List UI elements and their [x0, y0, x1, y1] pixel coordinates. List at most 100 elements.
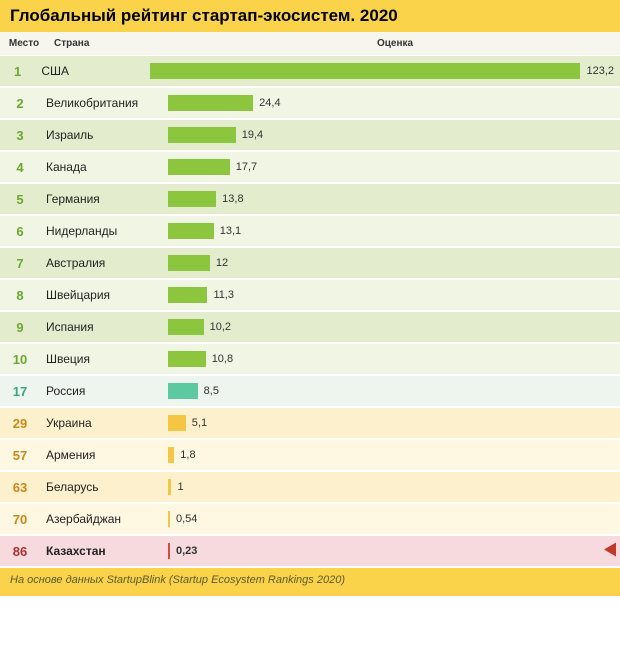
bar-value-label: 1,8 [180, 449, 195, 461]
country-cell: Украина [40, 408, 162, 438]
table-row: 10Швеция 10,8 [0, 344, 620, 376]
bar [168, 191, 216, 207]
bar-value-label: 24,4 [259, 97, 280, 109]
country-cell: Беларусь [40, 472, 162, 502]
bar [168, 415, 186, 431]
country-cell: Швеция [40, 344, 162, 374]
rank-cell: 1 [0, 56, 35, 86]
bar-value-label: 0,23 [176, 545, 197, 557]
table-row: 57Армения1,8 [0, 440, 620, 472]
bar [168, 479, 171, 495]
bar-cell: 0,54 [162, 504, 620, 534]
bar-value-label: 11,3 [213, 289, 234, 301]
country-cell: Казахстан [40, 536, 162, 566]
bar-value-label: 13,1 [220, 225, 241, 237]
bar-cell: 10,8 [162, 344, 620, 374]
bar [168, 351, 206, 367]
table-row: 2Великобритания 24,4 [0, 88, 620, 120]
rank-cell: 5 [0, 184, 40, 214]
country-cell: Израиль [40, 120, 162, 150]
bar-value-label: 10,8 [212, 353, 233, 365]
rank-cell: 63 [0, 472, 40, 502]
bar-cell: 12 [162, 248, 620, 278]
rank-cell: 17 [0, 376, 40, 406]
country-cell: Нидерланды [40, 216, 162, 246]
header-score: Оценка [170, 32, 620, 55]
bar-cell: 24,4 [162, 88, 620, 118]
bar-cell: 13,1 [162, 216, 620, 246]
bar-cell: 17,7 [162, 152, 620, 182]
rank-cell: 70 [0, 504, 40, 534]
bar [168, 255, 210, 271]
country-cell: США [35, 56, 144, 86]
country-cell: Великобритания [40, 88, 162, 118]
ranking-chart: Глобальный рейтинг стартап-экосистем. 20… [0, 0, 620, 596]
bar [168, 159, 230, 175]
table-row: 9Испания 10,2 [0, 312, 620, 344]
bar-cell: 11,3 [162, 280, 620, 310]
country-cell: Азербайджан [40, 504, 162, 534]
bar [168, 127, 236, 143]
bar [150, 63, 580, 79]
bar-cell: 1,8 [162, 440, 620, 470]
bar [168, 383, 198, 399]
table-row: 63Беларусь 1 [0, 472, 620, 504]
bar-value-label: 1 [177, 481, 183, 493]
bar-value-label: 12 [216, 257, 228, 269]
bar-value-label: 0,54 [176, 513, 197, 525]
country-cell: Канада [40, 152, 162, 182]
bar [168, 287, 207, 303]
bar-value-label: 13,8 [222, 193, 243, 205]
rank-cell: 2 [0, 88, 40, 118]
rank-cell: 10 [0, 344, 40, 374]
rank-cell: 57 [0, 440, 40, 470]
bar-value-label: 8,5 [204, 385, 219, 397]
table-row: 1США 123,2 [0, 56, 620, 88]
country-cell: Австралия [40, 248, 162, 278]
highlight-arrow-icon [604, 543, 616, 560]
bar-value-label: 17,7 [236, 161, 257, 173]
bar [168, 95, 253, 111]
table-row: 5Германия 13,8 [0, 184, 620, 216]
bar-cell: 8,5 [162, 376, 620, 406]
bar-cell: 0,23 [162, 536, 620, 566]
country-cell: Испания [40, 312, 162, 342]
rank-cell: 4 [0, 152, 40, 182]
table-row: 29Украина5,1 [0, 408, 620, 440]
country-cell: Швейцария [40, 280, 162, 310]
rank-cell: 86 [0, 536, 40, 566]
bar-cell: 10,2 [162, 312, 620, 342]
rank-cell: 6 [0, 216, 40, 246]
bar-value-label: 19,4 [242, 129, 263, 141]
country-cell: Россия [40, 376, 162, 406]
table-row: 17Россия 8,5 [0, 376, 620, 408]
rank-cell: 9 [0, 312, 40, 342]
bar-cell: 123,2 [144, 56, 620, 86]
bar [168, 319, 204, 335]
table-row: 6Нидерланды 13,1 [0, 216, 620, 248]
header-country: Страна [48, 32, 170, 55]
table-row: 4Канада 17,7 [0, 152, 620, 184]
table-row: 8Швейцария 11,3 [0, 280, 620, 312]
bar [168, 447, 174, 463]
chart-footer: На основе данных StartupBlink (Startup E… [0, 568, 620, 596]
rank-cell: 29 [0, 408, 40, 438]
bar [168, 223, 214, 239]
table-row: 3Израиль 19,4 [0, 120, 620, 152]
bar [168, 511, 170, 527]
table-row: 86Казахстан 0,23 [0, 536, 620, 568]
header-row: Место Страна Оценка [0, 32, 620, 56]
bar-value-label: 123,2 [586, 65, 614, 77]
chart-title: Глобальный рейтинг стартап-экосистем. 20… [0, 0, 620, 32]
data-rows: 1США123,22Великобритания24,43Израиль19,4… [0, 56, 620, 568]
rank-cell: 8 [0, 280, 40, 310]
bar-value-label: 10,2 [210, 321, 231, 333]
rank-cell: 3 [0, 120, 40, 150]
bar-cell: 5,1 [162, 408, 620, 438]
header-rank: Место [0, 32, 48, 55]
country-cell: Германия [40, 184, 162, 214]
rank-cell: 7 [0, 248, 40, 278]
bar-cell: 19,4 [162, 120, 620, 150]
table-row: 7Австралия 12 [0, 248, 620, 280]
bar [168, 543, 170, 559]
